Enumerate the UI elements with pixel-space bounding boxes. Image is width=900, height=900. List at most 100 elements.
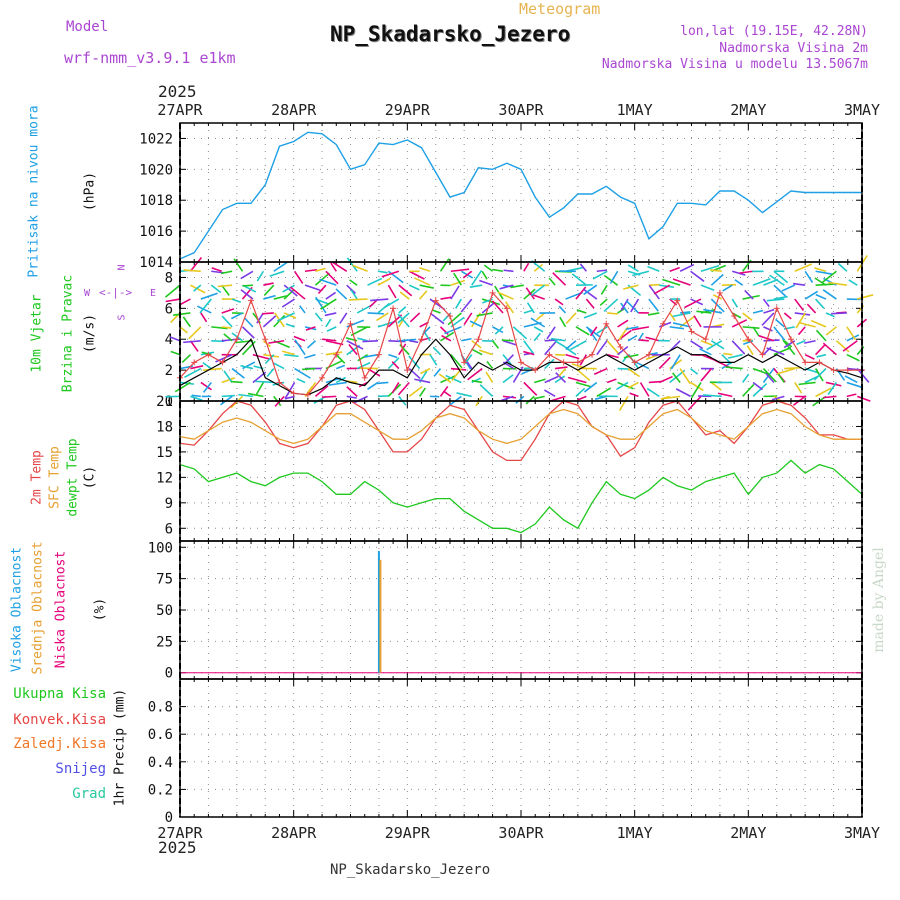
wind-arrow (596, 326, 608, 334)
wind-arrow (471, 348, 483, 356)
wind-arrow (294, 367, 311, 379)
wind-arrow (388, 353, 398, 359)
wind-arrow (391, 382, 400, 394)
date-label-top: 30APR (498, 101, 544, 119)
wind-arrow (583, 288, 598, 300)
wind-arrow (497, 291, 514, 300)
wind-arrow (758, 334, 775, 342)
wind-arrow (503, 269, 514, 273)
wind-arrow (769, 274, 785, 286)
wind-arrow (710, 298, 725, 313)
wind-arrow (419, 267, 431, 273)
wind-arrow (550, 337, 566, 342)
wind-arrow (752, 326, 760, 337)
wind-arrow (408, 270, 425, 280)
wind-arrow (348, 298, 368, 301)
wind-arrow (810, 319, 827, 328)
wind-arrow (700, 340, 713, 346)
wind-arrow (680, 311, 691, 314)
wind-arrow (828, 281, 847, 286)
wind-arrow (723, 352, 733, 356)
wind-arrow (806, 303, 817, 314)
wind-arrow (263, 284, 275, 296)
wind-arrow (339, 312, 348, 324)
date-label-bottom: 1MAY (617, 824, 653, 842)
wind-arrow (617, 381, 634, 390)
wind-arrow (398, 338, 417, 342)
wind-arrow (455, 298, 463, 309)
wind-arrow (299, 305, 306, 314)
y-tick-label: 18 (156, 419, 173, 435)
wind-arrow (848, 279, 858, 286)
y-tick-label: 100 (148, 540, 173, 556)
wind-arrow (559, 316, 567, 328)
wind-arrow (294, 339, 306, 356)
wind-arrow (523, 340, 535, 355)
wind-arrow (554, 298, 564, 306)
wind-arrow (377, 395, 390, 398)
wind-arrow (618, 395, 629, 412)
wind-arrow (450, 354, 463, 369)
wind-arrow (603, 298, 619, 312)
wind-arrow (460, 298, 473, 313)
wind-arrow (217, 284, 233, 288)
wind-arrow (567, 376, 587, 384)
wind-arrow (486, 360, 494, 370)
wind-arrow (256, 270, 265, 282)
wind-arrow (221, 315, 233, 328)
footer-station: NP_Skadarsko_Jezero (330, 862, 491, 878)
wind-arrow (442, 390, 452, 398)
wind-arrow (856, 368, 870, 383)
temp-dewpt-line (179, 459, 863, 534)
cloud-mid-bar (379, 559, 382, 673)
wind-arrow (781, 284, 796, 292)
wind-arrow (409, 339, 419, 344)
date-label-top: 27APR (157, 101, 203, 119)
wind-arrow (762, 298, 770, 308)
wind-arrow (548, 277, 556, 286)
y-tick-label: 21 (156, 394, 173, 410)
wind-arrow (669, 340, 681, 352)
y-tick-label: 1020 (139, 162, 173, 178)
y-tick-label: 2 (165, 363, 173, 379)
wind-arrow (377, 270, 388, 274)
wind-arrow (521, 367, 535, 375)
wind-arrow (408, 385, 423, 398)
wind-arrow (533, 395, 545, 400)
y-tick-label: 50 (156, 603, 173, 619)
wind-arrow (647, 312, 660, 316)
wind-arrow (607, 312, 619, 315)
wind-arrow (461, 337, 472, 342)
wind-arrow (384, 298, 400, 309)
wind-arrow (252, 353, 271, 361)
wind-arrow (479, 384, 494, 397)
wind-arrow (456, 392, 472, 398)
panel-frame (179, 540, 863, 680)
wind-arrow (398, 284, 413, 297)
wind-arrow (844, 375, 858, 384)
y-tick-label: 1022 (139, 131, 173, 147)
wind-arrow (193, 284, 202, 292)
wind-arrow (440, 296, 452, 300)
pressure-line (179, 131, 862, 260)
wind-arrow (565, 353, 580, 360)
wind-arrow (241, 340, 256, 356)
wind-arrow (815, 270, 833, 275)
wind-arrow (575, 387, 586, 397)
wind-arrow (672, 322, 691, 328)
wind-arrow (596, 387, 612, 398)
wind-arrow (233, 258, 244, 272)
wind-arrow (220, 270, 233, 275)
wind-arrow (746, 345, 754, 356)
wind-arrow (179, 326, 188, 334)
wind-arrow (463, 312, 473, 325)
wind-arrow (544, 358, 555, 370)
station-title: NP_Skadarsko_Jezero (330, 22, 571, 46)
wind-arrow (693, 315, 702, 328)
wind-arrow (690, 381, 704, 392)
wind-arrow (773, 295, 788, 300)
wind-arrow (221, 377, 236, 384)
wind-arrow (816, 353, 827, 358)
wind-arrow (792, 282, 806, 286)
